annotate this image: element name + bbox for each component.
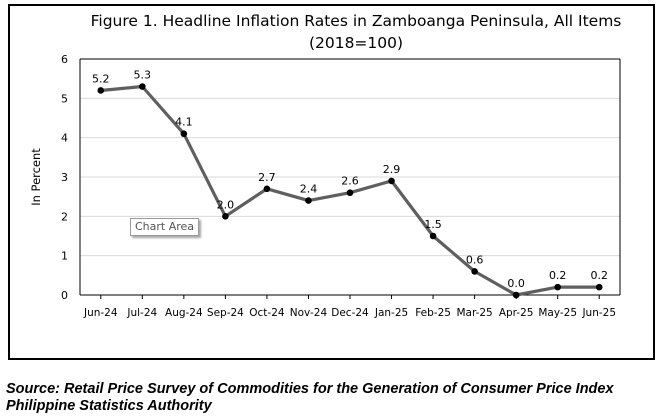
data-label: 2.9 bbox=[383, 163, 401, 176]
x-axis-ticks: Jun-24 Jul-24 Aug-24 Sep-24 Oct-24 Nov-24 Dec-… bbox=[83, 295, 616, 319]
data-point bbox=[346, 189, 354, 197]
x-tick-label: Aug-24 bbox=[165, 307, 203, 319]
data-label: 0.6 bbox=[466, 253, 484, 266]
x-tick-label: May-25 bbox=[538, 307, 577, 319]
y-tick-label: 6 bbox=[61, 53, 68, 66]
data-label: 5.3 bbox=[134, 69, 152, 82]
y-axis-label: In Percent bbox=[29, 148, 43, 206]
y-tick-label: 1 bbox=[61, 250, 68, 263]
data-label: 2.6 bbox=[341, 175, 359, 188]
x-tick-label: Sep-24 bbox=[207, 307, 244, 319]
data-markers bbox=[97, 83, 603, 299]
x-tick-label: Oct-24 bbox=[249, 307, 285, 319]
data-label: 1.5 bbox=[424, 218, 442, 231]
data-point bbox=[97, 87, 105, 94]
data-label: 0.2 bbox=[549, 269, 567, 282]
data-point bbox=[471, 268, 478, 275]
x-tick-label: Jun-25 bbox=[581, 307, 616, 319]
data-point bbox=[512, 291, 520, 299]
y-tick-label: 4 bbox=[61, 132, 68, 145]
data-point bbox=[222, 213, 229, 220]
chart-area-tooltip: Chart Area bbox=[130, 218, 200, 236]
data-label: 0.0 bbox=[507, 277, 525, 290]
chart-title-line-1: Figure 1. Headline Inflation Rates in Za… bbox=[91, 12, 622, 30]
data-point bbox=[263, 185, 271, 193]
chart-frame[interactable] bbox=[8, 4, 655, 360]
data-labels: 5.2 5.3 4.1 2.0 2.7 2.4 2.6 2.9 1.5 0.6 0.0 0.2 0.2 bbox=[92, 69, 608, 290]
data-label: 4.1 bbox=[175, 116, 193, 129]
data-point bbox=[554, 283, 561, 291]
x-tick-label: Jan-25 bbox=[374, 307, 408, 319]
x-tick-label: Jul-24 bbox=[126, 307, 157, 319]
x-tick-label: Nov-24 bbox=[290, 307, 328, 319]
data-label: 2.0 bbox=[217, 198, 235, 211]
x-tick-label: Dec-24 bbox=[331, 307, 369, 319]
data-point bbox=[429, 232, 437, 240]
data-point bbox=[180, 130, 188, 138]
y-axis-ticks: 0 1 2 3 4 5 6 bbox=[61, 53, 68, 302]
data-point bbox=[595, 283, 603, 291]
source-note: Source: Retail Price Survey of Commoditi… bbox=[6, 381, 614, 397]
x-tick-label: Jun-24 bbox=[83, 307, 118, 319]
x-tick-label: Feb-25 bbox=[415, 307, 451, 319]
y-tick-label: 0 bbox=[61, 289, 68, 302]
data-point bbox=[388, 177, 395, 185]
source-agency: Philippine Statistics Authority bbox=[6, 398, 212, 414]
data-label: 2.7 bbox=[258, 171, 276, 184]
x-tick-label: Mar-25 bbox=[456, 307, 492, 319]
data-label: 0.2 bbox=[590, 269, 608, 282]
chart-title: Figure 1. Headline Inflation Rates in Za… bbox=[91, 12, 622, 52]
y-tick-label: 3 bbox=[61, 171, 68, 184]
y-tick-label: 5 bbox=[61, 92, 68, 105]
data-label: 2.4 bbox=[300, 183, 318, 196]
x-tick-label: Apr-25 bbox=[499, 307, 534, 319]
data-label: 5.2 bbox=[92, 72, 110, 85]
chart-title-line-2: (2018=100) bbox=[309, 34, 403, 52]
data-point bbox=[139, 83, 146, 90]
data-point bbox=[305, 197, 312, 204]
y-tick-label: 2 bbox=[61, 210, 68, 223]
